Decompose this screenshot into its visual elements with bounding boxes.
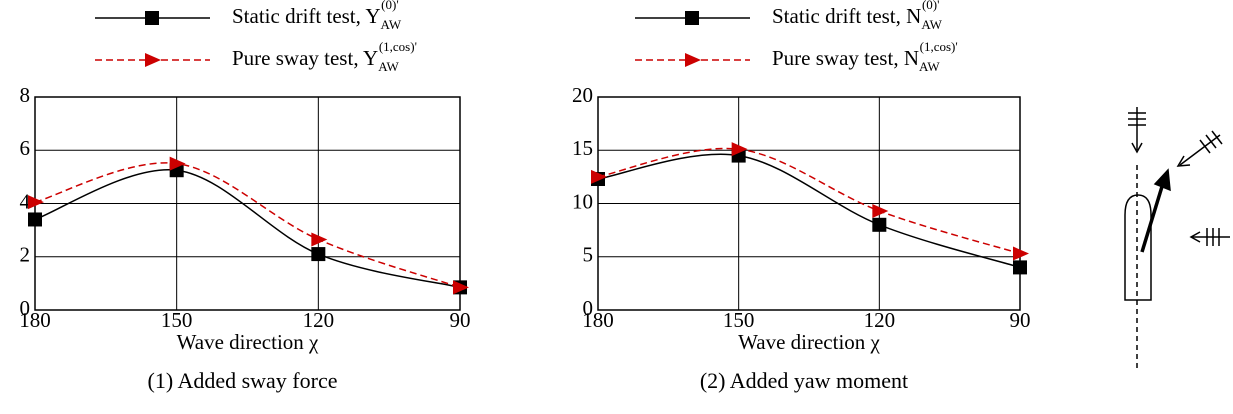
velocity-arrow <box>1140 179 1166 253</box>
data-point <box>731 142 748 157</box>
legend-superscript: (1,cos)' <box>920 39 958 54</box>
legend-name: Pure sway test, Y <box>232 46 378 70</box>
x-tick-label: 90 <box>1010 308 1031 332</box>
x-axis-label: Wave direction χ <box>738 330 880 354</box>
series-line <box>34 162 461 289</box>
data-point <box>1013 246 1029 261</box>
series-line <box>597 147 1021 255</box>
x-tick-label: 90 <box>450 308 471 332</box>
y-tick-label: 15 <box>572 136 593 160</box>
ship-hull <box>1124 194 1152 301</box>
data-point <box>28 195 44 210</box>
series-line <box>597 153 1021 269</box>
chart-caption: (1) Added sway force <box>148 368 338 393</box>
legend-name: Static drift test, Y <box>232 4 381 28</box>
y-tick-label: 6 <box>20 136 31 160</box>
y-tick-label: 0 <box>20 296 31 320</box>
y-tick-label: 2 <box>20 243 31 267</box>
data-point <box>872 203 889 218</box>
x-tick-label: 180 <box>582 308 614 332</box>
wave-arrow-head <box>1131 142 1143 154</box>
x-tick-label: 120 <box>303 308 335 332</box>
y-tick-label: 8 <box>20 83 31 107</box>
legend-marker <box>145 11 159 25</box>
legend-label: Static drift test, NAW (0)' <box>772 0 943 32</box>
y-tick-label: 20 <box>572 83 593 107</box>
legend-marker <box>685 53 701 67</box>
wave-arrow-bow <box>1176 155 1191 167</box>
legend-superscript: (0)' <box>381 0 399 12</box>
data-point <box>28 212 42 227</box>
legend-label: Pure sway test, YAW (1,cos)' <box>232 39 417 74</box>
wave-arrow-ticks <box>1128 112 1146 126</box>
y-tick-label: 0 <box>583 296 594 320</box>
legend-marker <box>685 11 699 25</box>
data-point <box>1013 260 1027 275</box>
data-point <box>872 217 887 232</box>
data-point <box>311 247 326 262</box>
x-tick-label: 150 <box>161 308 193 332</box>
legend-label: Static drift test, YAW (0)' <box>232 0 402 32</box>
data-point <box>169 156 186 171</box>
data-point <box>453 280 469 295</box>
wave-diagram <box>1124 107 1230 372</box>
legend-subscript: AW <box>921 17 942 32</box>
wave-arrow-bow <box>1179 134 1221 166</box>
legend-name: Pure sway test, N <box>772 46 919 70</box>
data-point <box>311 232 328 247</box>
legend-superscript: (0)' <box>922 0 940 12</box>
x-axis-label: Wave direction χ <box>177 330 319 354</box>
x-tick-label: 180 <box>19 308 51 332</box>
legend-superscript: (1,cos)' <box>379 39 417 54</box>
y-tick-label: 5 <box>583 243 594 267</box>
wave-arrow-beam <box>1189 231 1201 243</box>
legend-subscript: AW <box>919 59 940 74</box>
x-tick-label: 150 <box>723 308 755 332</box>
legend-subscript: AW <box>378 59 399 74</box>
data-point <box>591 169 607 184</box>
x-tick-label: 120 <box>864 308 896 332</box>
legend-name: Static drift test, N <box>772 4 921 28</box>
series-line <box>34 169 461 289</box>
plot-frame <box>597 96 1021 311</box>
wave-arrow-ticks <box>1206 228 1220 246</box>
velocity-arrow <box>1153 168 1171 192</box>
legend-marker <box>145 53 161 67</box>
y-tick-label: 10 <box>572 189 593 213</box>
legend-subscript: AW <box>381 17 402 32</box>
chart-caption: (2) Added yaw moment <box>700 368 908 393</box>
wave-arrow-ticks <box>1199 130 1223 154</box>
y-tick-label: 4 <box>20 189 31 213</box>
legend-label: Pure sway test, NAW (1,cos)' <box>772 39 958 74</box>
